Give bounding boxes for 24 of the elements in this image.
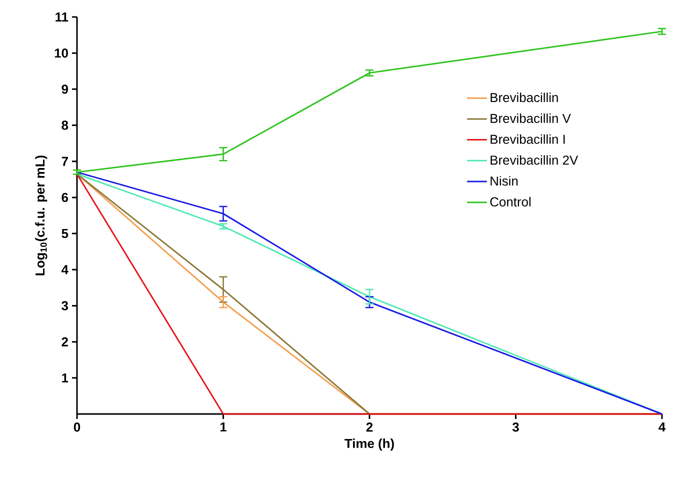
- x-tick-label: 3: [512, 422, 519, 432]
- y-tick-label: 7: [62, 156, 68, 166]
- y-tick-label: 3: [62, 301, 68, 310]
- x-tick-label: 2: [366, 422, 373, 432]
- legend-label: Brevibacillin: [490, 92, 558, 102]
- x-tick-label: 1: [220, 422, 226, 432]
- y-tick-label: 8: [62, 120, 68, 130]
- y-tick-label: 1: [62, 373, 68, 382]
- y-tick-label: 9: [62, 84, 68, 94]
- y-tick-label: 4: [61, 265, 68, 274]
- y-tick-label: 11: [56, 12, 68, 22]
- legend-label: Brevibacillin V: [490, 113, 571, 124]
- y-tick-label: 6: [62, 192, 68, 202]
- y-tick-label: 5: [62, 229, 68, 238]
- legend-label: Control: [490, 196, 531, 206]
- x-axis-title: Time (h): [344, 438, 394, 451]
- y-axis-title: Log$_{10}$(c.f.u. per mL): [35, 156, 48, 276]
- legend-label: Brevibacillin 2V: [490, 155, 578, 165]
- legend-label: Nisin: [490, 176, 518, 186]
- x-tick-label: 4: [658, 422, 666, 432]
- y-tick-label: 10: [54, 48, 68, 58]
- legend-label: Brevibacillin I: [490, 134, 565, 144]
- y-tick-label: 2: [62, 337, 68, 346]
- x-tick-label: 0: [74, 422, 80, 432]
